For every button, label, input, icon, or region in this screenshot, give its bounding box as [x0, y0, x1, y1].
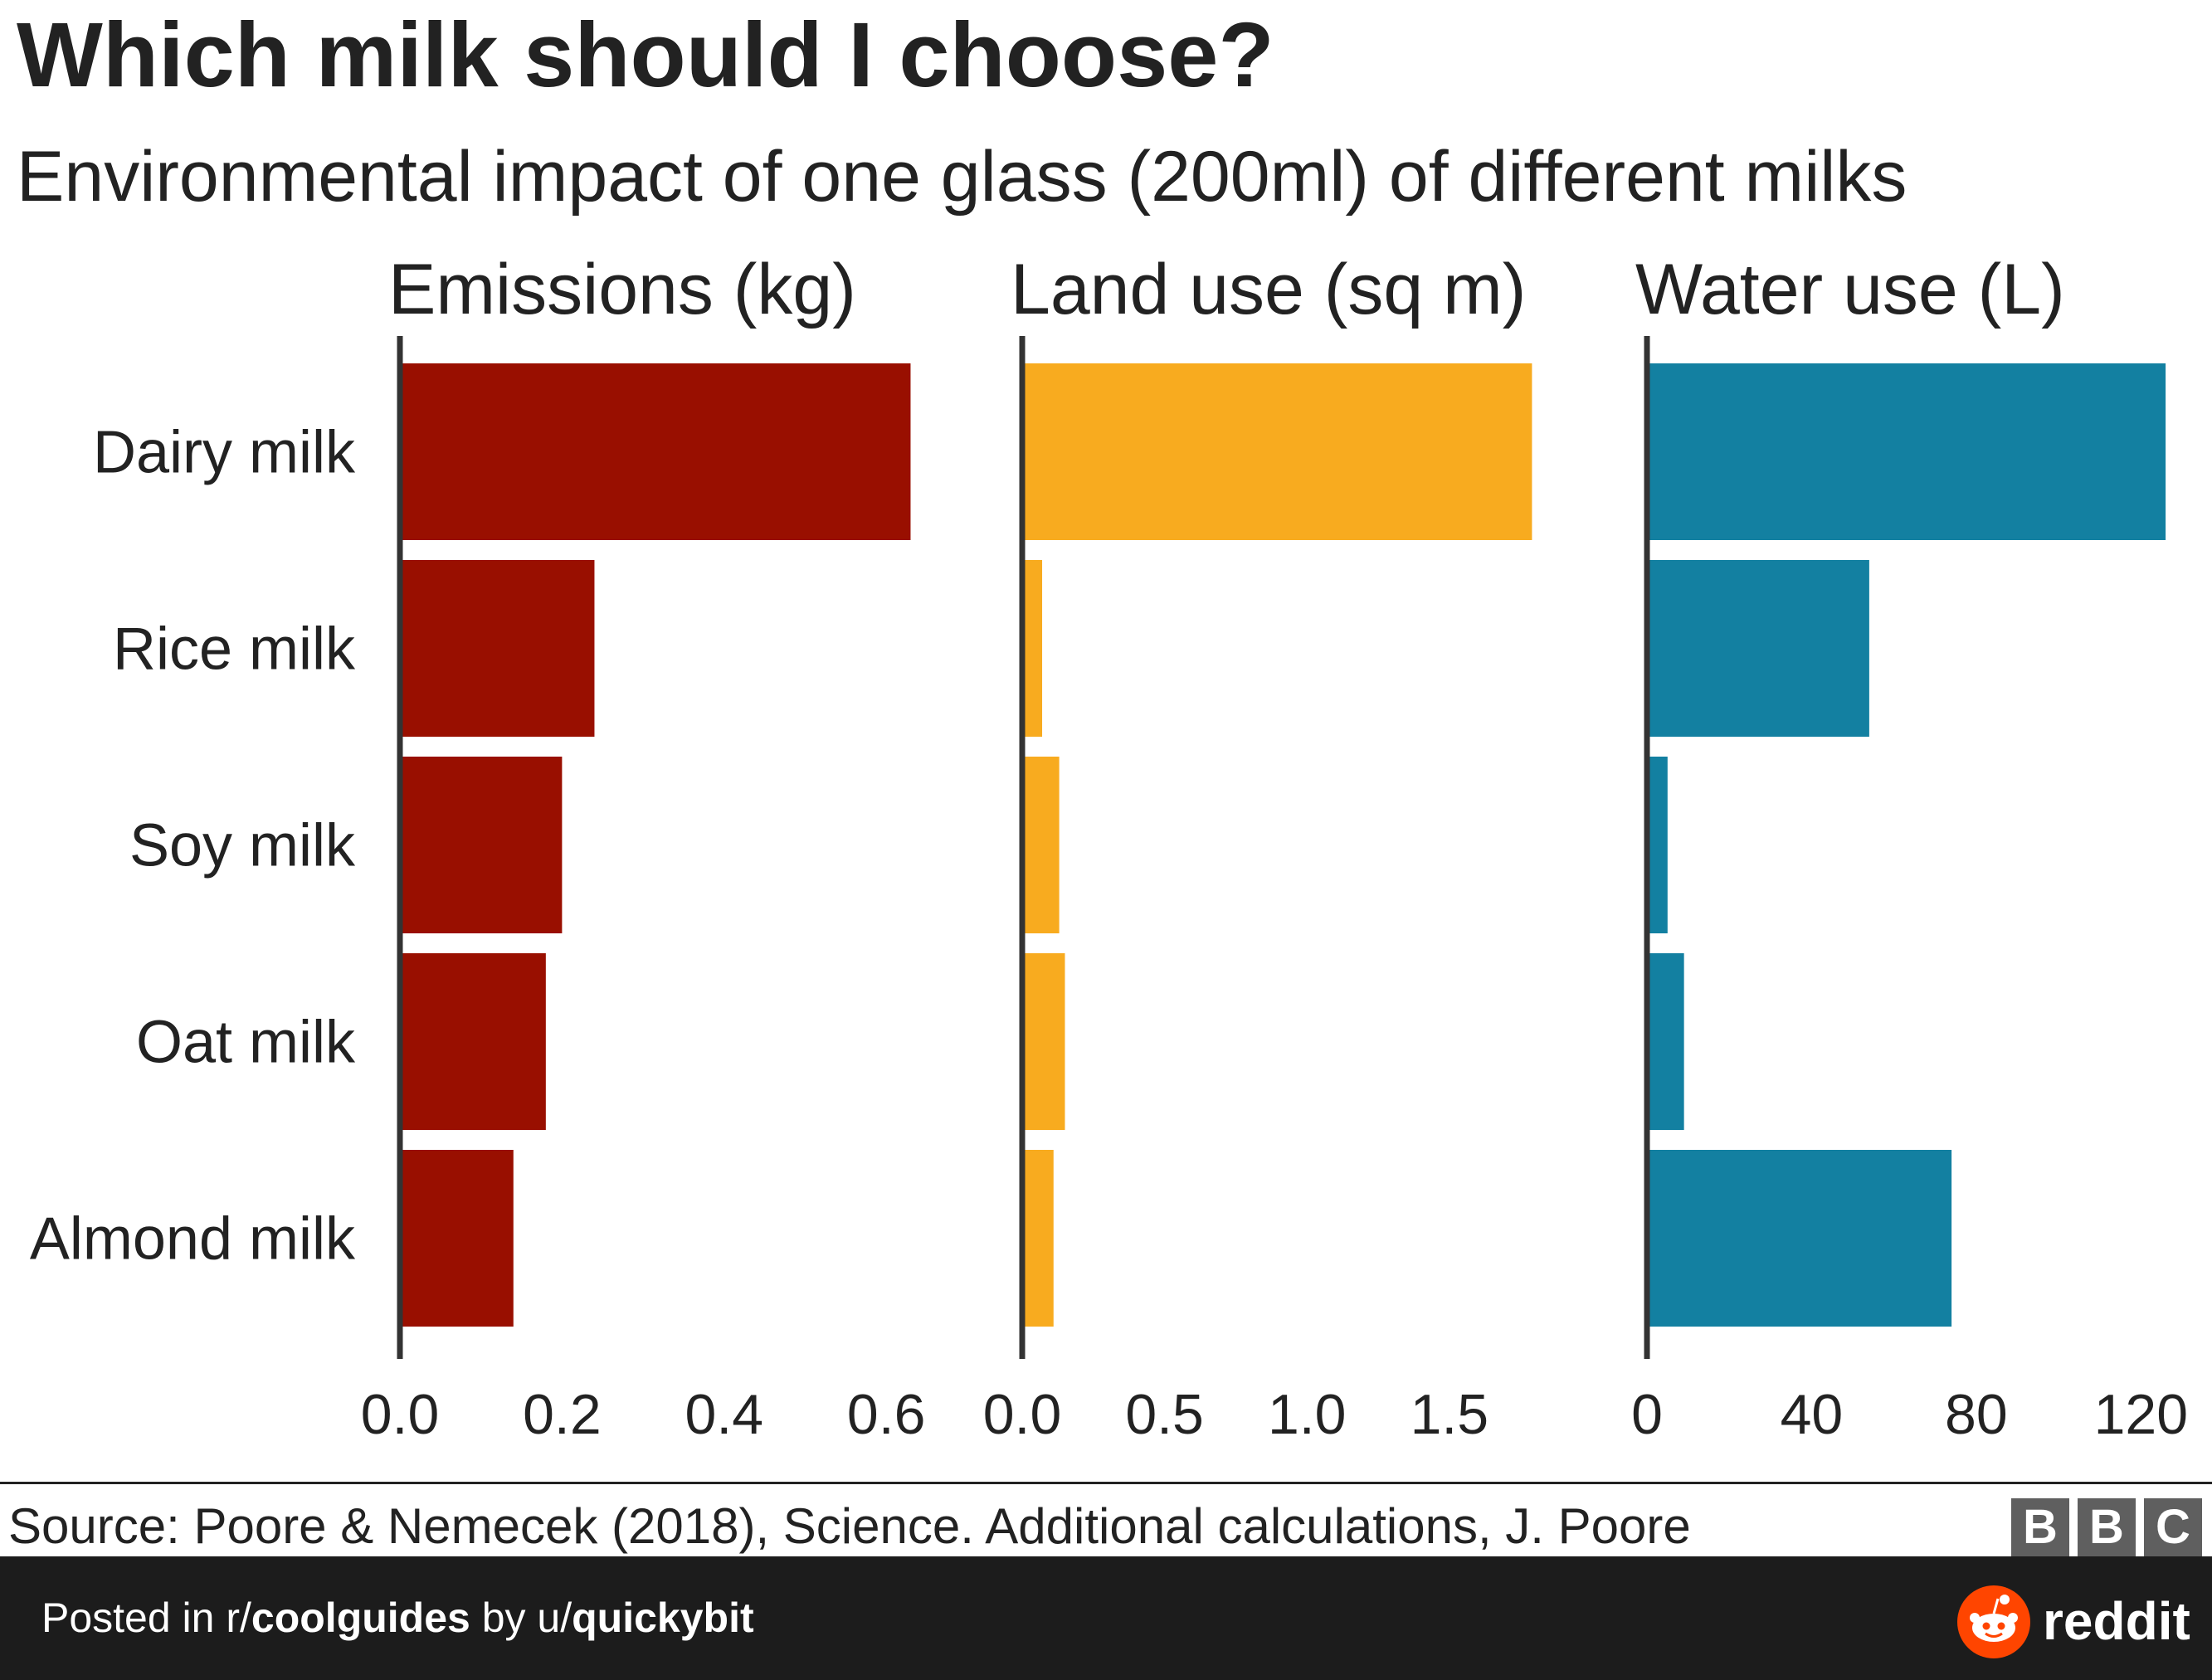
- bar-land-use-sq-m-almond-milk: [1022, 1150, 1054, 1327]
- bar-land-use-sq-m-rice-milk: [1022, 560, 1043, 737]
- bbc-logo-letter-b2: B: [2078, 1498, 2136, 1556]
- bar-water-use-l-rice-milk: [1647, 560, 1869, 737]
- tick-label-water-use-l-3: 120: [2094, 1383, 2188, 1446]
- tick-label-land-use-sq-m-2: 1.0: [1268, 1383, 1347, 1446]
- tick-label-land-use-sq-m-0: 0.0: [983, 1383, 1062, 1446]
- reddit-snoo-icon[interactable]: [1956, 1585, 2031, 1659]
- bar-land-use-sq-m-dairy-milk: [1022, 363, 1532, 540]
- reddit-footer: Posted in r/coolguides by u/quickybit re…: [0, 1556, 2212, 1680]
- category-label-soy-milk: Soy milk: [129, 813, 356, 879]
- small-multiples-bar-chart: Dairy milk Rice milk Soy milk Oat milk Almon…: [30, 250, 2188, 1446]
- bar-land-use-sq-m-soy-milk: [1022, 757, 1060, 933]
- bar-land-use-sq-m-oat-milk: [1022, 953, 1065, 1130]
- reddit-wordmark[interactable]: reddit: [2043, 1591, 2190, 1651]
- bar-water-use-l-oat-milk: [1647, 953, 1684, 1130]
- tick-label-emissions-kg-0: 0.0: [361, 1383, 440, 1446]
- bar-water-use-l-dairy-milk: [1647, 363, 2166, 540]
- tick-label-land-use-sq-m-1: 0.5: [1125, 1383, 1204, 1446]
- tick-label-water-use-l-1: 40: [1781, 1383, 1844, 1446]
- panel-title-land-use-sq-m: Land use (sq m): [1011, 250, 1526, 329]
- source-note: Source: Poore & Nemecek (2018), Science.…: [8, 1498, 1691, 1554]
- bar-water-use-l-almond-milk: [1647, 1150, 1952, 1327]
- bbc-logo: B B C: [2011, 1498, 2202, 1556]
- panel-title-emissions-kg: Emissions (kg): [388, 250, 856, 329]
- username-link[interactable]: quickybit: [572, 1595, 754, 1641]
- tick-label-emissions-kg-2: 0.4: [685, 1383, 764, 1446]
- bar-emissions-kg-rice-milk: [400, 560, 595, 737]
- tick-label-land-use-sq-m-3: 1.5: [1411, 1383, 1489, 1446]
- category-label-dairy-milk: Dairy milk: [93, 420, 356, 486]
- posted-by-text: by u/: [470, 1595, 572, 1641]
- bbc-logo-letter-c: C: [2144, 1498, 2202, 1556]
- tick-label-emissions-kg-1: 0.2: [523, 1383, 602, 1446]
- bar-emissions-kg-almond-milk: [400, 1150, 514, 1327]
- bar-emissions-kg-oat-milk: [400, 953, 546, 1130]
- bar-emissions-kg-soy-milk: [400, 757, 563, 933]
- category-label-almond-milk: Almond milk: [30, 1206, 356, 1273]
- source-divider: [0, 1482, 2212, 1484]
- category-label-rice-milk: Rice milk: [113, 616, 356, 683]
- bar-water-use-l-soy-milk: [1647, 757, 1668, 933]
- tick-label-emissions-kg-3: 0.6: [847, 1383, 926, 1446]
- tick-label-water-use-l-0: 0: [1631, 1383, 1663, 1446]
- panel-title-water-use-l: Water use (L): [1635, 250, 2065, 329]
- subreddit-link[interactable]: coolguides: [251, 1595, 470, 1641]
- posted-credit: Posted in r/coolguides by u/quickybit: [41, 1591, 754, 1644]
- category-label-oat-milk: Oat milk: [136, 1010, 356, 1076]
- posted-prefix: Posted in r/: [41, 1595, 251, 1641]
- chart-subtitle: Environmental impact of one glass (200ml…: [17, 137, 1907, 217]
- chart-title: Which milk should I choose?: [17, 4, 1274, 106]
- tick-label-water-use-l-2: 80: [1945, 1383, 2008, 1446]
- bar-emissions-kg-dairy-milk: [400, 363, 911, 540]
- bbc-logo-letter-b1: B: [2011, 1498, 2069, 1556]
